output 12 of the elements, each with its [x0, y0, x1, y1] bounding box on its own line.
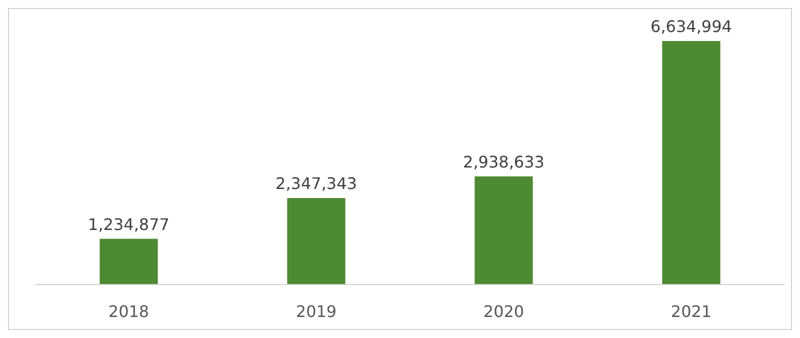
bar	[662, 41, 720, 284]
data-label: 1,234,877	[88, 214, 170, 234]
data-label: 2,347,343	[276, 174, 357, 194]
bar	[474, 176, 533, 284]
x-tick-label: 2019	[296, 302, 337, 321]
bar	[100, 238, 158, 284]
x-tick-label: 2020	[483, 302, 524, 321]
data-label: 6,634,994	[650, 17, 732, 36]
x-tick-label: 2021	[670, 302, 712, 321]
x-tick-label: 2018	[108, 302, 150, 321]
data-label: 2,938,633	[463, 152, 544, 172]
bar	[287, 198, 346, 284]
